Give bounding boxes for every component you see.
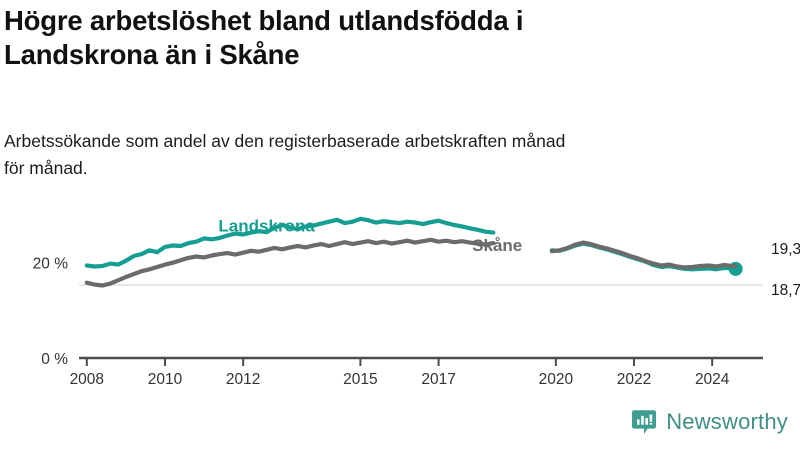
- x-tick-label-2010: 2010: [148, 371, 183, 388]
- series-line-skne: [84, 237, 738, 288]
- series-paths: [84, 216, 743, 288]
- x-tick-label-2012: 2012: [226, 371, 260, 388]
- x-axis: 2008 2010 2012 2015 2017 2020 2022 2024: [70, 356, 763, 388]
- bar-chart-speech-bubble-icon: [631, 409, 657, 435]
- x-tick-label-2017: 2017: [421, 371, 455, 388]
- landskrona-end-value: 18,7 %: [771, 282, 800, 299]
- x-tick-label-2024: 2024: [695, 371, 730, 388]
- x-tick-label-2020: 2020: [539, 371, 574, 388]
- page-subtitle: Arbetssökande som andel av den registerb…: [4, 131, 566, 178]
- y-tick-label-0: 0 %: [41, 351, 68, 368]
- series-label-skne: Skåne: [472, 236, 522, 255]
- line-chart: 0 % 20 % Landskrona Skåne 2008 2010 2012 201…: [0, 215, 800, 390]
- x-tick-label-2015: 2015: [343, 371, 377, 388]
- chart-footer: Newsworthy: [0, 405, 800, 450]
- y-tick-label-20: 20 %: [33, 256, 69, 273]
- x-tick-label-2008: 2008: [70, 371, 104, 388]
- chart-svg: 0 % 20 % Landskrona Skåne 2008 2010 2012 201…: [33, 216, 800, 388]
- value-annotations: 19,3 % 18,7 %: [771, 241, 800, 299]
- x-axis-ticks: 2008 2010 2012 2015 2017 2020 2022 2024: [70, 358, 730, 388]
- x-tick-label-2022: 2022: [617, 371, 651, 388]
- series-label-landskrona: Landskrona: [218, 217, 315, 236]
- series-inline-labels: Landskrona Skåne: [218, 217, 522, 256]
- newsworthy-wordmark: Newsworthy: [666, 409, 788, 434]
- page-title: Högre arbetslöshet bland utlandsfödda i …: [4, 5, 524, 70]
- series-line-landskrona: [84, 216, 738, 272]
- skane-end-value: 19,3 %: [771, 241, 800, 258]
- y-axis-labels: 0 % 20 %: [33, 256, 69, 368]
- newsworthy-logo[interactable]: Newsworthy: [631, 409, 788, 435]
